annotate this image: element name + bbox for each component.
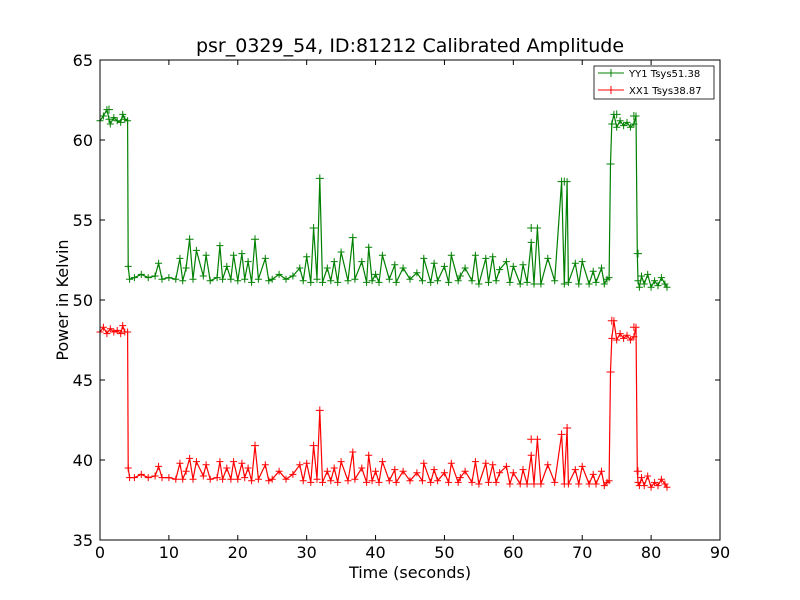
y-tick-label: 35	[73, 531, 93, 550]
x-tick-label: 0	[95, 543, 105, 562]
x-tick-label: 40	[365, 543, 385, 562]
x-tick-label: 60	[503, 543, 523, 562]
plot-lines	[96, 105, 671, 491]
chart-title: psr_0329_54, ID:81212 Calibrated Amplitu…	[196, 35, 624, 57]
legend-box	[593, 65, 715, 100]
y-tick-label: 45	[73, 371, 93, 390]
y-axis-label: Power in Kelvin	[53, 239, 72, 360]
x-tick-label: 20	[228, 543, 248, 562]
legend-marker-yy1	[607, 69, 615, 77]
legend: YY1 Tsys51.38 XX1 Tsys38.87	[593, 65, 715, 100]
x-tick-label: 80	[641, 543, 661, 562]
y-tick-label: 50	[73, 291, 93, 310]
y-tick-label: 40	[73, 451, 93, 470]
legend-marker-xx1	[607, 86, 615, 94]
x-tick-label: 90	[710, 543, 730, 562]
x-axis-label: Time (seconds)	[348, 563, 471, 582]
axis-ticks: 0 10 20 30 40 50 60 70 80 90 35 40 45 50 55 60 65	[73, 51, 731, 562]
y-tick-label: 55	[73, 211, 93, 230]
x-tick-label: 50	[434, 543, 454, 562]
legend-label-yy1: YY1 Tsys51.38	[628, 69, 700, 80]
x-tick-label: 10	[159, 543, 179, 562]
x-tick-label: 30	[296, 543, 316, 562]
x-tick-label: 70	[572, 543, 592, 562]
y-tick-label: 60	[73, 131, 93, 150]
y-tick-label: 65	[73, 51, 93, 70]
legend-label-xx1: XX1 Tsys38.87	[629, 86, 702, 97]
